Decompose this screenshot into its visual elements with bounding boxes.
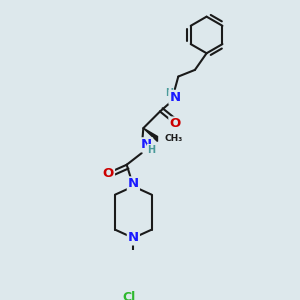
Text: O: O bbox=[169, 118, 181, 130]
Text: N: N bbox=[169, 91, 181, 104]
Text: H: H bbox=[165, 88, 173, 98]
Text: N: N bbox=[128, 232, 139, 244]
Polygon shape bbox=[143, 128, 158, 141]
Text: CH₃: CH₃ bbox=[164, 134, 182, 143]
Text: H: H bbox=[148, 145, 156, 155]
Text: Cl: Cl bbox=[122, 290, 136, 300]
Text: O: O bbox=[103, 167, 114, 180]
Text: N: N bbox=[128, 177, 139, 190]
Text: N: N bbox=[141, 138, 152, 151]
